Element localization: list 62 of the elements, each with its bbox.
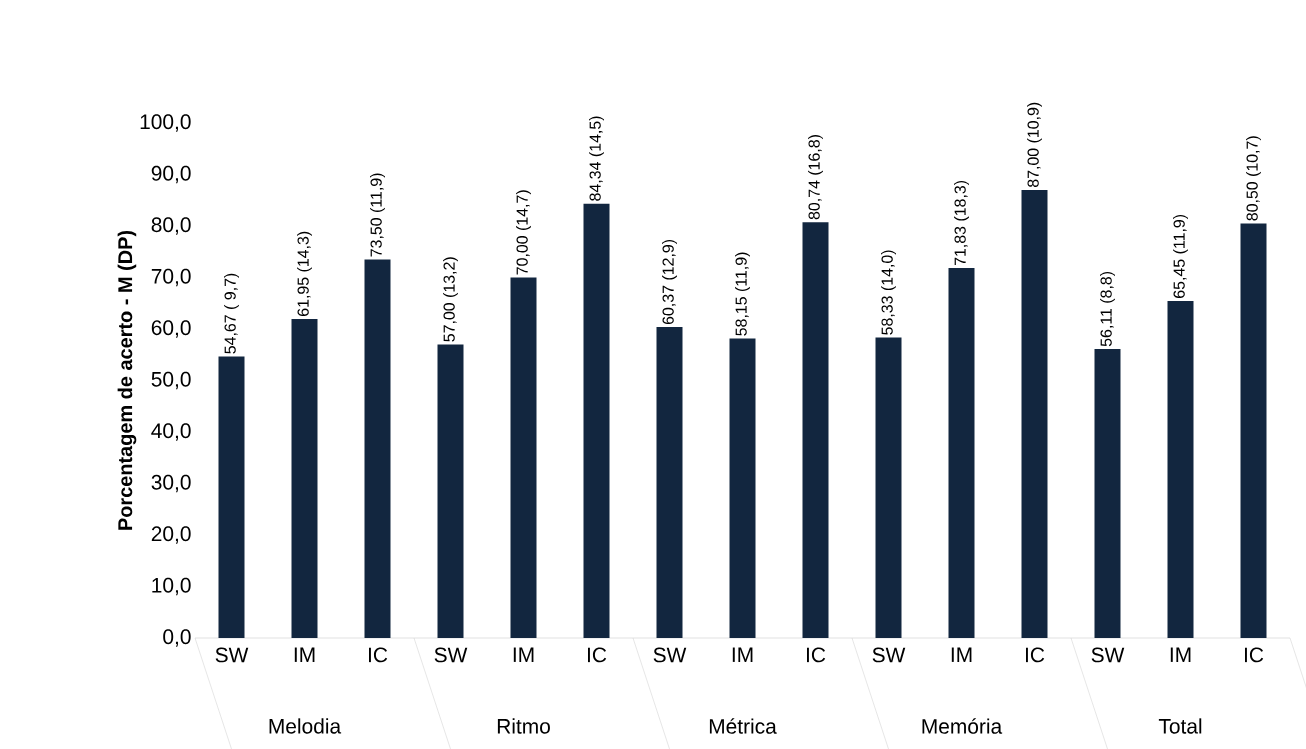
x-tick-label: IM (732, 647, 753, 662)
x-tick-label: SW (1091, 647, 1125, 663)
x-tick-label: IC (1244, 647, 1264, 663)
y-tick-label: 0,0 (163, 629, 191, 647)
data-label: 73,50 (11,9) (370, 173, 385, 257)
data-label: 65,45 (11,9) (1173, 214, 1188, 298)
data-label: 80,74 (16,8) (808, 135, 823, 220)
text: Melodia (269, 718, 342, 734)
text: Total (1158, 718, 1202, 734)
x-tick-label: IM (513, 647, 534, 662)
x-tick-label: SW (434, 647, 468, 663)
data-label: 58,33 (14,0) (881, 250, 896, 335)
y-tick-label: 70,0 (151, 268, 191, 287)
bar (1167, 300, 1194, 638)
bar (218, 356, 245, 638)
data-label: 70,00 (14,7) (516, 190, 531, 275)
y-tick-label: 80,0 (151, 217, 191, 235)
bar (656, 327, 683, 638)
x-tick-label: IC (587, 647, 607, 663)
data-label: 87,00 (10,9) (1027, 102, 1042, 188)
data-label: 60,37 (12,9) (662, 239, 677, 325)
bar (364, 259, 391, 638)
y-tick-label: 100,0 (140, 114, 191, 132)
x-tick-label: IM (951, 647, 972, 662)
data-label: 61,95 (14,3) (297, 231, 312, 316)
data-label: 71,83 (18,3) (954, 180, 969, 266)
bar (1021, 189, 1048, 638)
x-tick-label: IC (1025, 647, 1045, 663)
y-tick-label: 20,0 (151, 526, 191, 544)
y-tick-label: 50,0 (151, 371, 191, 390)
bar (802, 222, 829, 638)
x-tick-label: SW (872, 647, 906, 663)
x-tick-label: IM (1170, 647, 1191, 662)
y-tick-label: 30,0 (151, 474, 191, 493)
bar (1094, 349, 1121, 638)
bar (729, 338, 756, 638)
y-axis-title: Porcentagem de acerto - M (DP) (117, 230, 137, 530)
bar (510, 277, 537, 638)
bar (291, 318, 318, 638)
y-tick-label: 40,0 (151, 423, 191, 441)
x-tick-label: IC (368, 647, 388, 663)
data-label: 54,67 ( 9,7) (224, 273, 239, 354)
y-tick-label: 10,0 (152, 577, 191, 596)
bar (437, 344, 464, 638)
data-label: 80,50 (10,7) (1246, 136, 1261, 221)
bar (948, 268, 975, 638)
text: Memória (922, 718, 1003, 734)
y-tick-label: 90,0 (151, 165, 191, 184)
y-tick-label: 60,0 (151, 320, 191, 338)
bar (1240, 223, 1267, 638)
x-tick-label: IM (294, 647, 315, 662)
data-label: 57,00 (13,2) (443, 257, 458, 342)
data-label: 58,15 (11,9) (735, 252, 750, 336)
text: Métrica (709, 718, 777, 734)
data-label: 84,34 (14,5) (589, 116, 604, 201)
text: Ritmo (497, 718, 550, 734)
x-tick-label: IC (806, 647, 826, 663)
data-label: 56,11 (8,8) (1100, 271, 1115, 347)
x-tick-label: SW (215, 647, 249, 663)
bar (875, 337, 902, 638)
x-tick-label: SW (653, 647, 687, 663)
bar (583, 203, 610, 638)
